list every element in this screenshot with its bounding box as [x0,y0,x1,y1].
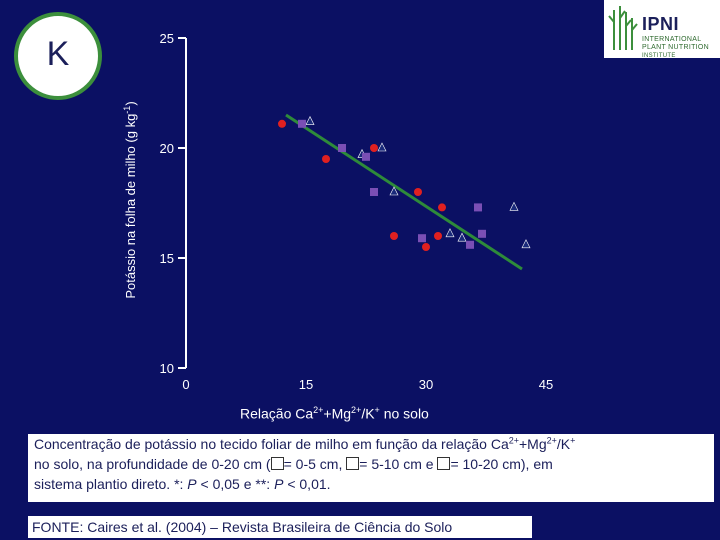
data-point-triangle [389,186,399,196]
logo-line-1: INTERNATIONAL [642,36,702,43]
plant-logo-icon [608,6,638,50]
y-tick-label: 25 [160,31,174,46]
y-tick-label: 10 [160,361,174,376]
data-point-circle [414,188,422,196]
logo-line-2: PLANT NUTRITION [642,44,709,51]
data-point-triangle [521,239,531,249]
y-axis-label: Potássio na folha de milho (g kg-1) [122,101,138,298]
data-point-triangle [305,115,315,125]
ipni-logo: IPNI INTERNATIONAL PLANT NUTRITION INSTI… [604,0,720,59]
data-point-square [466,240,474,249]
data-point-triangle [445,228,455,238]
legend-square-icon [437,457,451,470]
data-point-triangle [377,142,387,152]
data-point-circle [390,232,398,240]
data-point-triangle [509,201,519,211]
data-point-square [418,234,426,243]
data-point-square [474,203,482,212]
y-tick-label: 15 [160,251,174,266]
data-point-circle [434,232,442,240]
panel-letter: K [46,34,70,73]
source-note: FONTE: Caires et al. (2004) – Revista Br… [28,516,532,538]
legend-triangle-icon [346,457,360,470]
data-point-square [338,144,346,152]
data-point-circle [370,144,378,152]
data-point-triangle [457,232,467,242]
x-axis-label: Relação Ca2++Mg2+/K+ no solo [240,405,429,422]
data-point-circle [278,119,286,128]
legend-circle-icon [270,457,284,470]
x-tick-label: 45 [539,377,553,392]
x-tick-label: 15 [299,377,313,392]
logo-line-3: INSTITUTE [642,53,676,59]
x-tick-label: 0 [182,377,189,392]
y-tick-label: 20 [160,141,174,156]
scatter-chart: 10 15 20 25 0 15 30 45 Potássio na folha de mi… [122,31,553,392]
data-point-circle [422,243,430,251]
data-point-circle [322,155,330,163]
logo-name: IPNI [642,14,680,34]
trend-line [285,113,523,271]
figure-caption: Concentração de potássio no tecido folia… [28,434,714,502]
x-tick-label: 30 [419,377,433,392]
panel-letter-badge: K [14,12,102,100]
data-point-circle [438,203,446,212]
data-point-square [298,119,306,128]
data-point-square [362,152,370,161]
data-point-square [478,229,486,238]
data-point-square [370,188,378,196]
